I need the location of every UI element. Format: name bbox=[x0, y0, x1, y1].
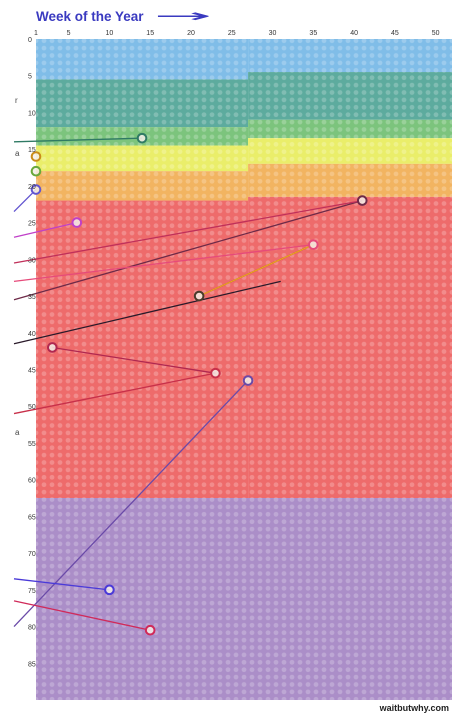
extra-line-0 bbox=[13, 199, 363, 264]
edge-glyph-0: r bbox=[15, 96, 18, 105]
x-tick-label-50: 50 bbox=[432, 30, 440, 37]
marker-point-10 bbox=[242, 375, 254, 386]
x-tick-label-10: 10 bbox=[106, 30, 114, 37]
credit-text: waitbutwhy.com bbox=[379, 703, 449, 713]
marker-point-5 bbox=[356, 195, 368, 206]
edge-glyph-2: a bbox=[15, 428, 20, 437]
marker-point-2 bbox=[30, 165, 42, 177]
marker-line-5 bbox=[13, 199, 363, 301]
marker-line-9 bbox=[13, 372, 216, 415]
marker-point-0 bbox=[136, 132, 148, 144]
marker-line-4 bbox=[13, 221, 77, 238]
chart-title: Week of the Year bbox=[36, 9, 144, 24]
title-arrow-icon: → bbox=[154, 6, 212, 27]
marker-point-9 bbox=[210, 367, 221, 379]
y-tick-label-50: 50 bbox=[28, 404, 36, 411]
marker-line-0 bbox=[13, 137, 143, 143]
y-tick-label-30: 30 bbox=[28, 257, 36, 264]
y-axis-ticks: 0 5 10 15 20 25 30 35 40 45 50 55 60 65 70 75 80 85 bbox=[28, 37, 36, 668]
x-tick-label-15: 15 bbox=[146, 30, 154, 37]
y-tick-label-75: 75 bbox=[28, 588, 36, 595]
y-tick-label-80: 80 bbox=[28, 625, 36, 632]
y-tick-label-55: 55 bbox=[28, 441, 36, 448]
x-tick-label-45: 45 bbox=[391, 30, 399, 37]
marker-point-12 bbox=[144, 624, 156, 636]
x-tick-label-1: 1 bbox=[34, 30, 38, 37]
extra-line-2 bbox=[198, 244, 314, 297]
y-tick-label-70: 70 bbox=[28, 551, 36, 558]
left-edge-glyphs: r a a bbox=[15, 96, 20, 437]
y-tick-label-65: 65 bbox=[28, 514, 36, 521]
marker-circles bbox=[30, 132, 368, 636]
y-tick-label-40: 40 bbox=[28, 331, 36, 338]
y-tick-label-60: 60 bbox=[28, 478, 36, 485]
marker-line-6 bbox=[13, 243, 314, 283]
marker-point-4 bbox=[71, 217, 83, 228]
x-axis-ticks: 1 5 10 15 20 25 30 35 40 45 50 bbox=[34, 30, 440, 37]
x-tick-label-20: 20 bbox=[187, 30, 195, 37]
y-tick-label-25: 25 bbox=[28, 221, 36, 228]
edge-glyph-1: a bbox=[15, 149, 20, 158]
marker-point-11 bbox=[104, 584, 115, 596]
y-tick-label-45: 45 bbox=[28, 368, 36, 375]
extra-line-1 bbox=[13, 280, 281, 345]
y-tick-label-35: 35 bbox=[28, 294, 36, 301]
marker-line-8 bbox=[52, 346, 216, 374]
x-tick-label-40: 40 bbox=[350, 30, 358, 37]
connector-lines bbox=[13, 137, 363, 631]
x-tick-label-35: 35 bbox=[309, 30, 317, 37]
y-tick-label-15: 15 bbox=[28, 147, 36, 154]
x-tick-label-5: 5 bbox=[67, 30, 71, 37]
y-tick-label-20: 20 bbox=[28, 184, 36, 191]
week-dot-grid bbox=[36, 39, 452, 700]
x-tick-label-30: 30 bbox=[269, 30, 277, 37]
marker-point-7 bbox=[193, 290, 205, 302]
marker-point-1 bbox=[30, 151, 42, 162]
y-tick-label-10: 10 bbox=[28, 110, 36, 117]
y-tick-label-5: 5 bbox=[28, 74, 32, 81]
marker-line-12 bbox=[13, 600, 151, 631]
y-tick-label-85: 85 bbox=[28, 661, 36, 668]
marker-line-10 bbox=[13, 380, 249, 628]
marker-point-6 bbox=[308, 239, 319, 250]
marker-point-3 bbox=[30, 184, 42, 195]
marker-line-11 bbox=[13, 578, 110, 591]
marker-point-8 bbox=[47, 342, 58, 353]
y-tick-label-0: 0 bbox=[28, 37, 32, 44]
x-tick-label-25: 25 bbox=[228, 30, 236, 37]
